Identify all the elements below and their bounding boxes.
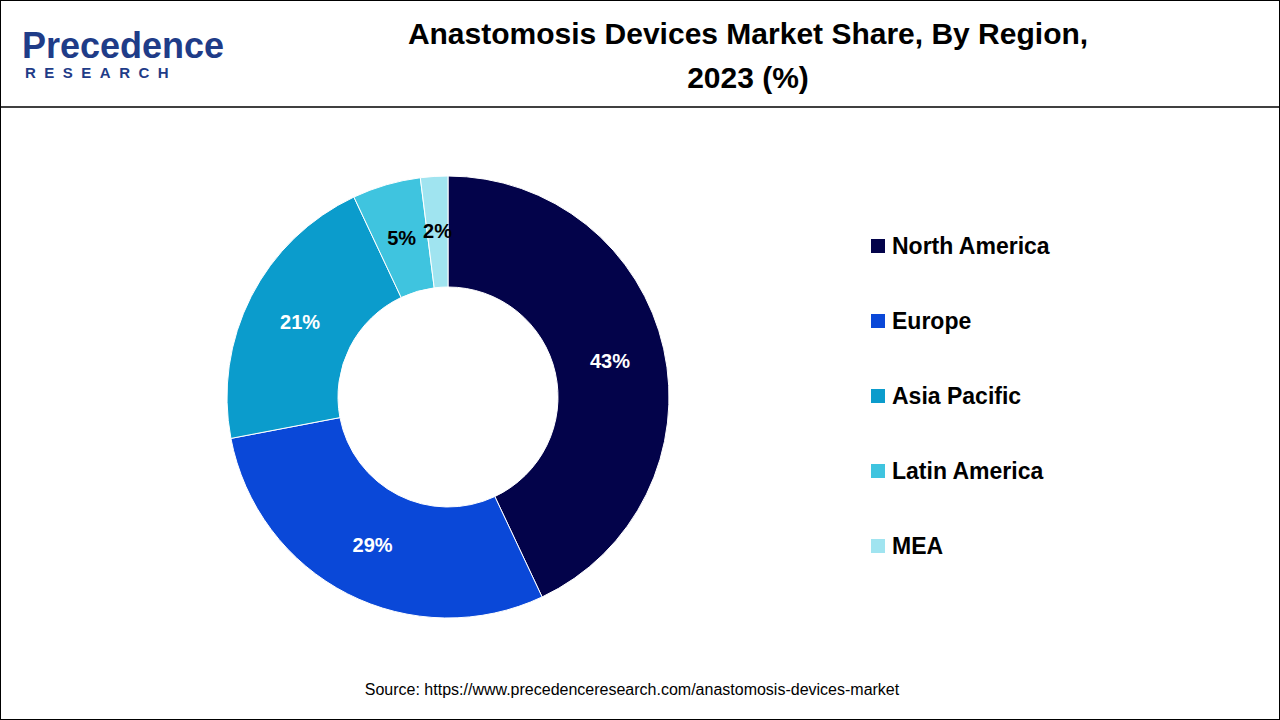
slice [231,418,542,618]
logo-subtitle: RESEARCH [25,64,177,81]
title-line: Anastomosis Devices Market Share, By Reg… [408,17,1088,50]
title-line: 2023 (%) [687,61,809,94]
data-label: 29% [353,534,393,556]
header-rule [0,106,1280,108]
legend-label: Europe [892,308,971,334]
legend-label: MEA [892,533,943,559]
legend-label: Latin America [892,458,1043,484]
data-label: 21% [280,311,320,333]
chart: PrecedenceRESEARCH Anastomosis Devices Ma… [0,0,1280,720]
legend: North America Europe Asia Pacific Latin Ame… [871,233,1050,559]
legend-label: Asia Pacific [892,383,1021,409]
legend-swatch [871,239,885,253]
data-label: 43% [590,350,630,372]
legend-swatch [871,314,885,328]
logo-name: Precedence [22,25,224,66]
slices [227,176,669,618]
data-label: 2% [423,220,452,242]
legend-swatch [871,389,885,403]
legend-label: North America [892,233,1050,259]
title: Anastomosis Devices Market Share, By Reg… [408,17,1088,94]
frame [1,1,1280,720]
legend-swatch [871,539,885,553]
data-labels: 43% 29% 21% 5% 2% [280,220,630,556]
data-label: 5% [387,227,416,249]
legend-swatch [871,464,885,478]
source: Source: https://www.precedenceresearch.c… [365,681,900,698]
